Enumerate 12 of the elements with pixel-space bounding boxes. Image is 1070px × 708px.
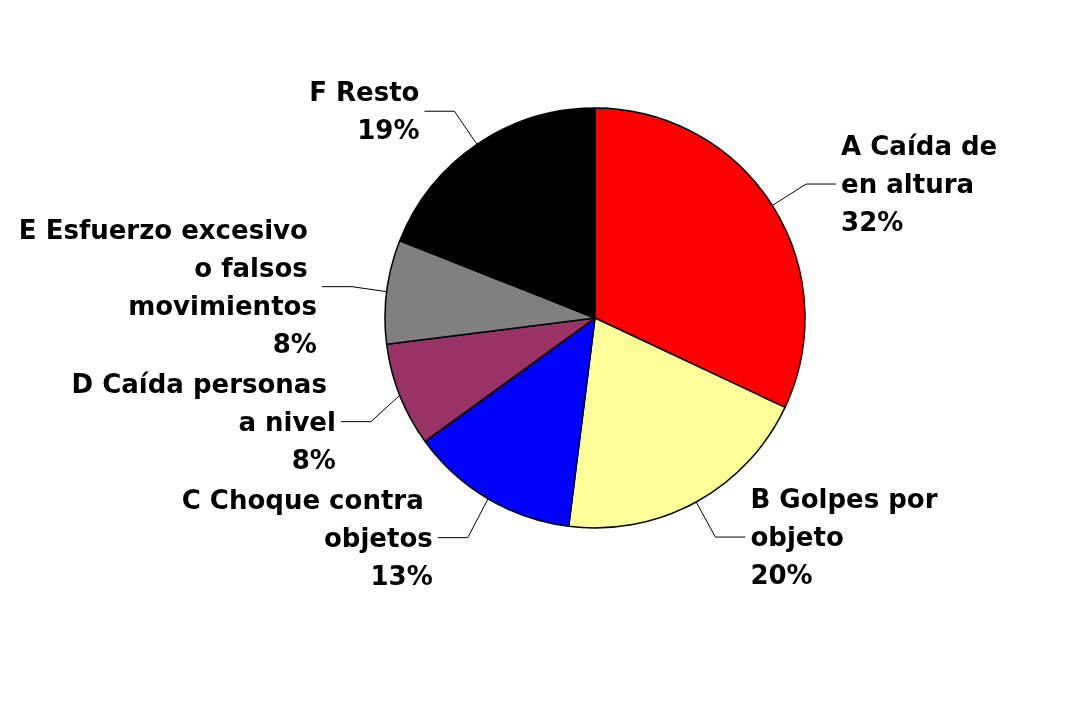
data-label: 8% — [291, 444, 336, 475]
data-label: 13% — [370, 560, 433, 591]
slice-label: F Resto — [309, 77, 420, 108]
slice-label: D Caída personas a nivel — [71, 368, 336, 437]
data-label: 20% — [750, 560, 813, 591]
slice-label: A Caída de en altura — [841, 131, 1007, 200]
slice-label: E Esfuerzo excesivo o falsos movimientos — [18, 214, 317, 321]
slice-label: C Choque contra objetos — [181, 484, 433, 553]
data-label: 32% — [841, 207, 904, 238]
data-label: 19% — [357, 115, 420, 146]
data-label: 8% — [272, 328, 317, 359]
slice-label: B Golpes por objeto — [750, 484, 947, 553]
